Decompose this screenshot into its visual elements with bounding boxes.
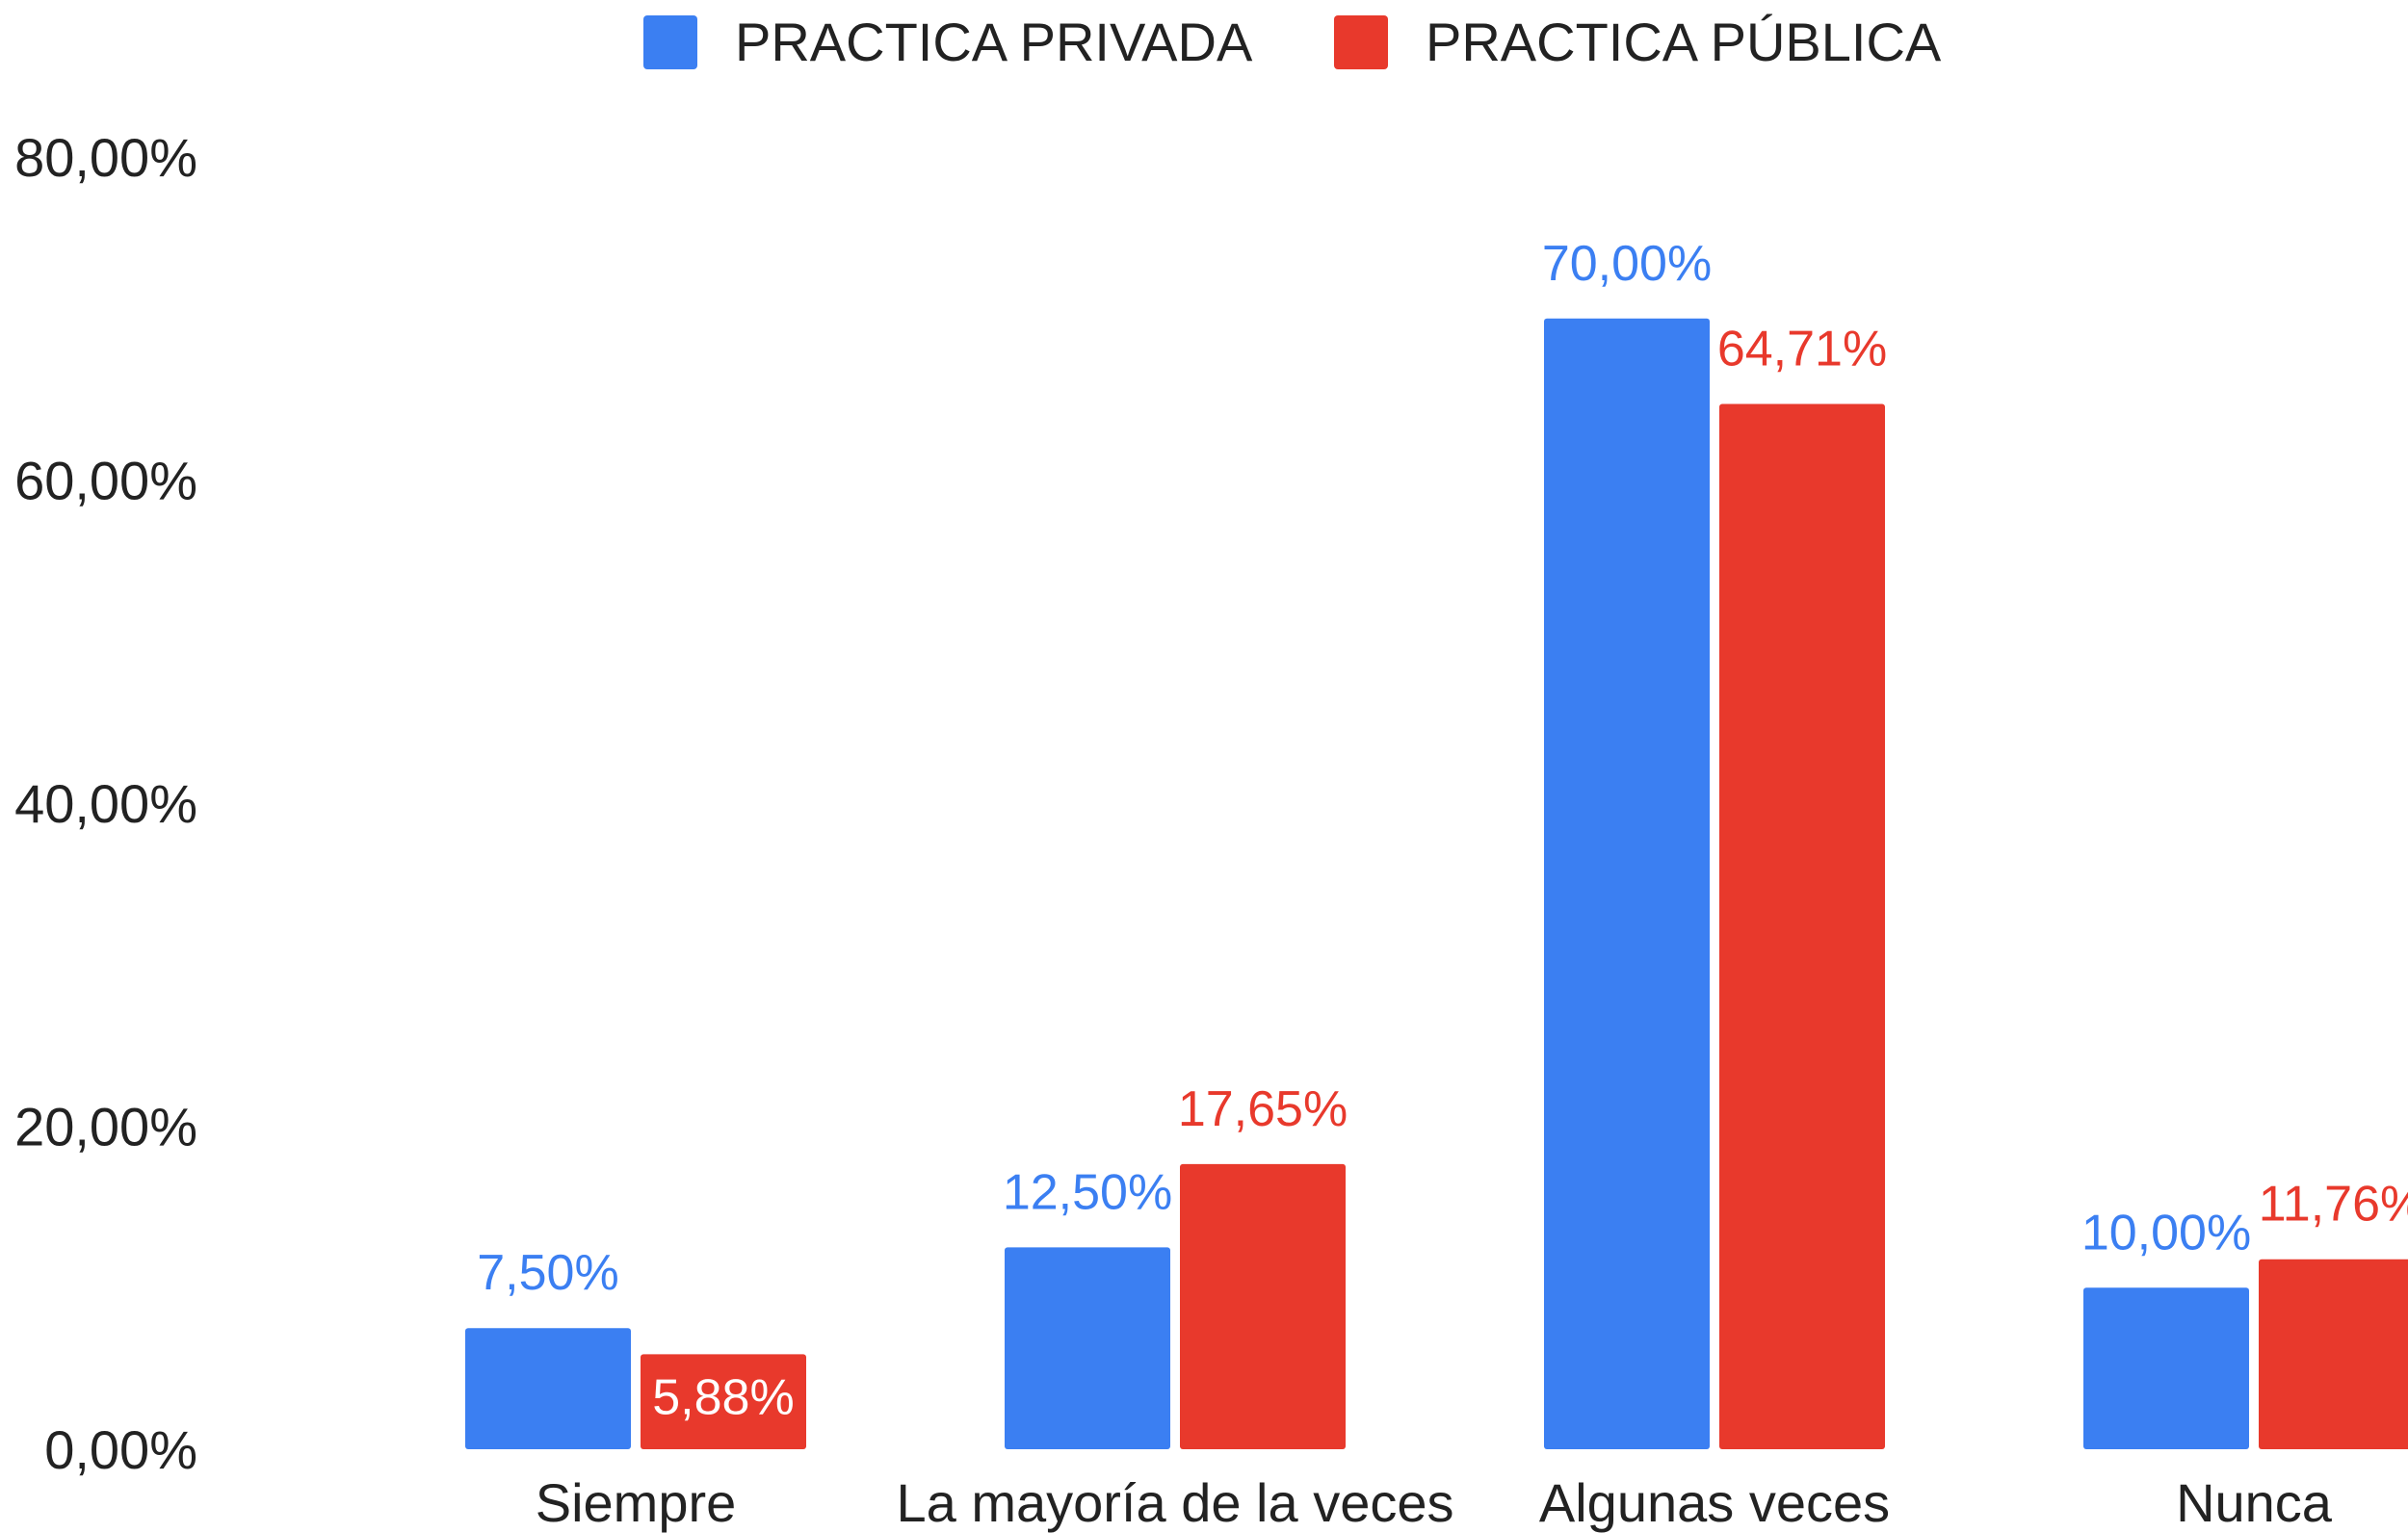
x-category-label: Algunas veces: [1539, 1472, 1890, 1533]
data-label-1-1: 7,50%: [477, 1245, 618, 1301]
y-tick-label: 60,00%: [14, 451, 197, 511]
legend-label-1: PRACTICA PRIVADA: [735, 12, 1253, 72]
x-category-label: Siempre: [536, 1472, 737, 1533]
legend-swatch-1: [643, 15, 697, 69]
bar-2-4: [2259, 1259, 2408, 1449]
bar-1-4: [2083, 1287, 2249, 1449]
bar-1-1: [465, 1328, 631, 1449]
y-tick-label: 40,00%: [14, 773, 197, 834]
data-label-1-4: 10,00%: [2081, 1205, 2251, 1260]
y-tick-label: 0,00%: [44, 1419, 197, 1480]
data-label-1-3: 70,00%: [1542, 236, 1712, 292]
bars: 7,50% 5,88% 12,50%17,65% 70,00%64,71% 10,00%…: [465, 236, 2408, 1449]
x-category-label: La mayoría de la veces: [897, 1472, 1454, 1533]
bar-1-3: [1544, 318, 1710, 1449]
y-tick-label: 20,00%: [14, 1097, 197, 1157]
bar-2-1: [641, 1354, 806, 1449]
data-label-2-3: 64,71%: [1717, 321, 1887, 377]
data-label-2-1: 5,88%: [652, 1369, 794, 1425]
legend: PRACTICA PRIVADA PRACTICA PÚBLICA: [643, 12, 1942, 72]
data-label-1-2: 12,50%: [1003, 1164, 1172, 1220]
y-axis: 0,00% 20,00% 40,00% 60,00% 80,00%: [14, 127, 197, 1480]
bar-2-2: [1180, 1163, 1346, 1449]
data-label-2-2: 17,65%: [1178, 1081, 1348, 1137]
x-axis: Siempre La mayoría de la veces Algunas vec…: [536, 1472, 2333, 1533]
data-label-2-4: 11,76%: [2259, 1177, 2408, 1233]
legend-label-2: PRACTICA PÚBLICA: [1426, 12, 1942, 72]
x-category-label: Nunca: [2176, 1472, 2333, 1533]
y-tick-label: 80,00%: [14, 127, 197, 188]
bar-2-3: [1719, 403, 1885, 1449]
bar-1-2: [1005, 1247, 1170, 1449]
legend-swatch-2: [1334, 15, 1388, 69]
